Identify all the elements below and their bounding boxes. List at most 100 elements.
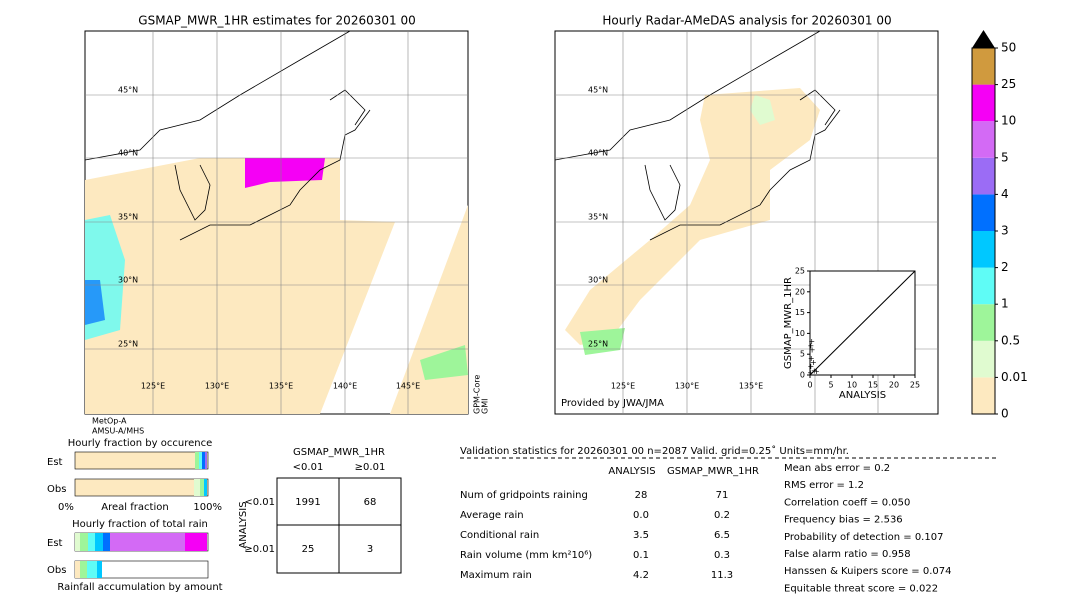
lat-label: 25°N xyxy=(588,340,608,349)
lat-label: 30°N xyxy=(118,276,138,285)
lon-label: 125°E xyxy=(611,382,635,391)
score: Equitable threat score = 0.022 xyxy=(784,583,938,594)
rain-area xyxy=(565,88,820,345)
colorbar-swatch xyxy=(972,84,995,122)
score: Correlation coeff = 0.050 xyxy=(784,497,910,508)
lat-label: 35°N xyxy=(118,213,138,222)
row-label: Est xyxy=(47,538,63,549)
y-tick-label: 10 xyxy=(795,329,805,338)
colorbar-swatch xyxy=(972,267,995,305)
x-tick-label: 15 xyxy=(868,381,878,390)
contingency-title: GSMAP_MWR_1HR xyxy=(293,447,385,458)
colorbar-label: 2 xyxy=(1001,260,1009,274)
lon-label: 135°E xyxy=(739,382,763,391)
cell: 4.2 xyxy=(633,570,649,581)
column-label: ≥0.01 xyxy=(355,462,386,473)
rain-caption: Rainfall accumulation by amount xyxy=(57,582,222,593)
lon-label: 125°E xyxy=(141,382,165,391)
lat-label: 40°N xyxy=(118,149,138,158)
map-title: Hourly Radar-AMeDAS analysis for 2026030… xyxy=(602,14,891,28)
colorbar-swatch xyxy=(972,231,995,268)
point: + xyxy=(808,337,815,346)
score: Hanssen & Kuipers score = 0.074 xyxy=(784,566,951,577)
side-title: ANALYSIS xyxy=(238,501,249,548)
point: + xyxy=(807,368,814,377)
axis-label: Areal fraction xyxy=(101,502,168,513)
satellite-label: AMSU-A/MHS xyxy=(92,427,144,436)
colorbar-label: 5 xyxy=(1001,150,1009,164)
colorbar-swatch xyxy=(972,121,995,158)
colorbar-swatch xyxy=(972,48,995,85)
x-tick-label: 5 xyxy=(828,381,833,390)
coastline xyxy=(174,164,211,221)
row-label: Obs xyxy=(47,484,66,495)
rain-bars xyxy=(74,532,209,579)
axis-label: 100% xyxy=(193,502,222,513)
point: + xyxy=(810,358,817,367)
point: + xyxy=(809,346,816,355)
lat-label: 45°N xyxy=(118,86,138,95)
lat-label: 35°N xyxy=(588,213,608,222)
coastline xyxy=(644,164,681,221)
score: Mean abs error = 0.2 xyxy=(784,463,890,474)
colorbar-swatch xyxy=(972,377,995,414)
cell: 11.3 xyxy=(711,570,733,581)
cell: 0.3 xyxy=(714,550,730,561)
diagonal xyxy=(809,270,916,376)
rain-area xyxy=(420,345,468,380)
y-tick-label: 20 xyxy=(795,287,805,296)
y-axis-label: GSMAP_MWR_1HR xyxy=(783,277,794,369)
point: + xyxy=(808,354,815,363)
score: False alarm ratio = 0.958 xyxy=(784,549,911,560)
cell: 68 xyxy=(364,497,377,508)
lat-label: 40°N xyxy=(588,149,608,158)
colorbar-label: 3 xyxy=(1001,224,1009,238)
colorbar-label: 0 xyxy=(1001,407,1009,421)
cell: 3.5 xyxy=(633,530,649,541)
cell: 6.5 xyxy=(714,530,730,541)
colorbar-label: 4 xyxy=(1001,187,1009,201)
credit: Provided by JWA/JMA xyxy=(561,398,664,409)
x-tick-label: 20 xyxy=(889,381,899,390)
colorbar-label: 0.01 xyxy=(1001,370,1028,384)
colorbar-swatch xyxy=(972,157,995,195)
y-tick-label: 5 xyxy=(800,350,805,359)
column-label: GSMAP_MWR_1HR xyxy=(667,466,759,477)
cell: 3 xyxy=(367,544,373,555)
cell: 71 xyxy=(716,490,729,501)
y-tick-label: 25 xyxy=(795,267,805,276)
row-label: Est xyxy=(47,457,63,468)
lon-label: 130°E xyxy=(675,382,699,391)
point: + xyxy=(813,367,820,376)
x-tick-label: 10 xyxy=(847,381,857,390)
lat-label: 45°N xyxy=(588,86,608,95)
occurrence-title: Hourly fraction by occurence xyxy=(68,438,212,449)
contingency-grid xyxy=(276,477,402,574)
point: + xyxy=(811,366,818,375)
sensor-label: GPM-Core xyxy=(473,375,482,414)
coastline xyxy=(84,30,351,161)
lon-label: 135°E xyxy=(269,382,293,391)
row-label: Num of gridpoints raining xyxy=(460,490,588,501)
row-label: Conditional rain xyxy=(460,530,539,541)
cell: 0.0 xyxy=(633,510,649,521)
lon-label: 130°E xyxy=(205,382,229,391)
coastline xyxy=(179,109,371,241)
sensor-label: GMI xyxy=(481,399,490,414)
satellite-label: MetOp-A xyxy=(92,417,127,426)
colorbar-extend xyxy=(972,30,995,48)
rain-area xyxy=(580,328,625,355)
map: GSMAP_MWR_1HR estimates for 20260301 00 4… xyxy=(84,14,490,436)
lat-label: 25°N xyxy=(118,340,138,349)
cell: 0.1 xyxy=(633,550,649,561)
colorbar-label: 25 xyxy=(1001,77,1016,91)
row-label: Rain volume (mm km²10⁶) xyxy=(460,550,592,561)
y-tick-label: 15 xyxy=(795,308,805,317)
lat-label: 30°N xyxy=(588,276,608,285)
colorbar-swatch xyxy=(972,194,995,231)
cell: 25 xyxy=(302,544,315,555)
column-label: ANALYSIS xyxy=(608,466,655,477)
x-tick-label: 0 xyxy=(807,381,812,390)
coastline xyxy=(649,109,841,241)
x-axis-label: ANALYSIS xyxy=(839,390,886,401)
